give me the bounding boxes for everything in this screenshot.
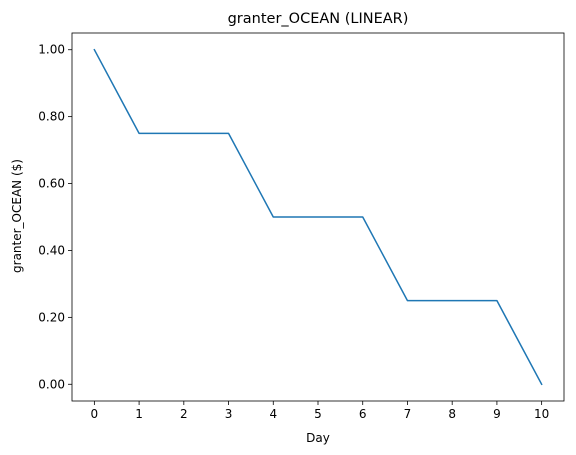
y-axis-label: granter_OCEAN ($) [10,159,24,273]
y-tick-label: 0.20 [38,310,65,324]
x-tick-label: 7 [404,407,412,421]
y-tick-label: 0.60 [38,177,65,191]
y-tick-label: 1.00 [38,43,65,57]
x-tick-label: 10 [534,407,549,421]
series-line-0 [93,48,543,386]
chart-title: granter_OCEAN (LINEAR) [228,11,409,27]
x-tick-label: 8 [448,407,456,421]
y-tick-label: 0.00 [38,377,65,391]
x-tick-label: 4 [269,407,277,421]
x-tick-label: 0 [91,407,99,421]
y-tick-label: 0.40 [38,243,65,257]
y-axis-ticks: 0.00 0.20 0.40 0.60 0.80 1.00 [38,43,72,391]
x-tick-label: 9 [493,407,501,421]
x-tick-label: 3 [225,407,233,421]
x-axis-ticks: 0 1 2 3 4 5 6 7 8 9 10 [91,401,549,421]
plot-area [71,32,565,402]
x-tick-label: 2 [180,407,188,421]
x-axis-label: Day [306,431,330,445]
x-tick-label: 6 [359,407,367,421]
x-tick-label: 1 [135,407,143,421]
y-tick-label: 0.80 [38,110,65,124]
x-tick-label: 5 [314,407,322,421]
